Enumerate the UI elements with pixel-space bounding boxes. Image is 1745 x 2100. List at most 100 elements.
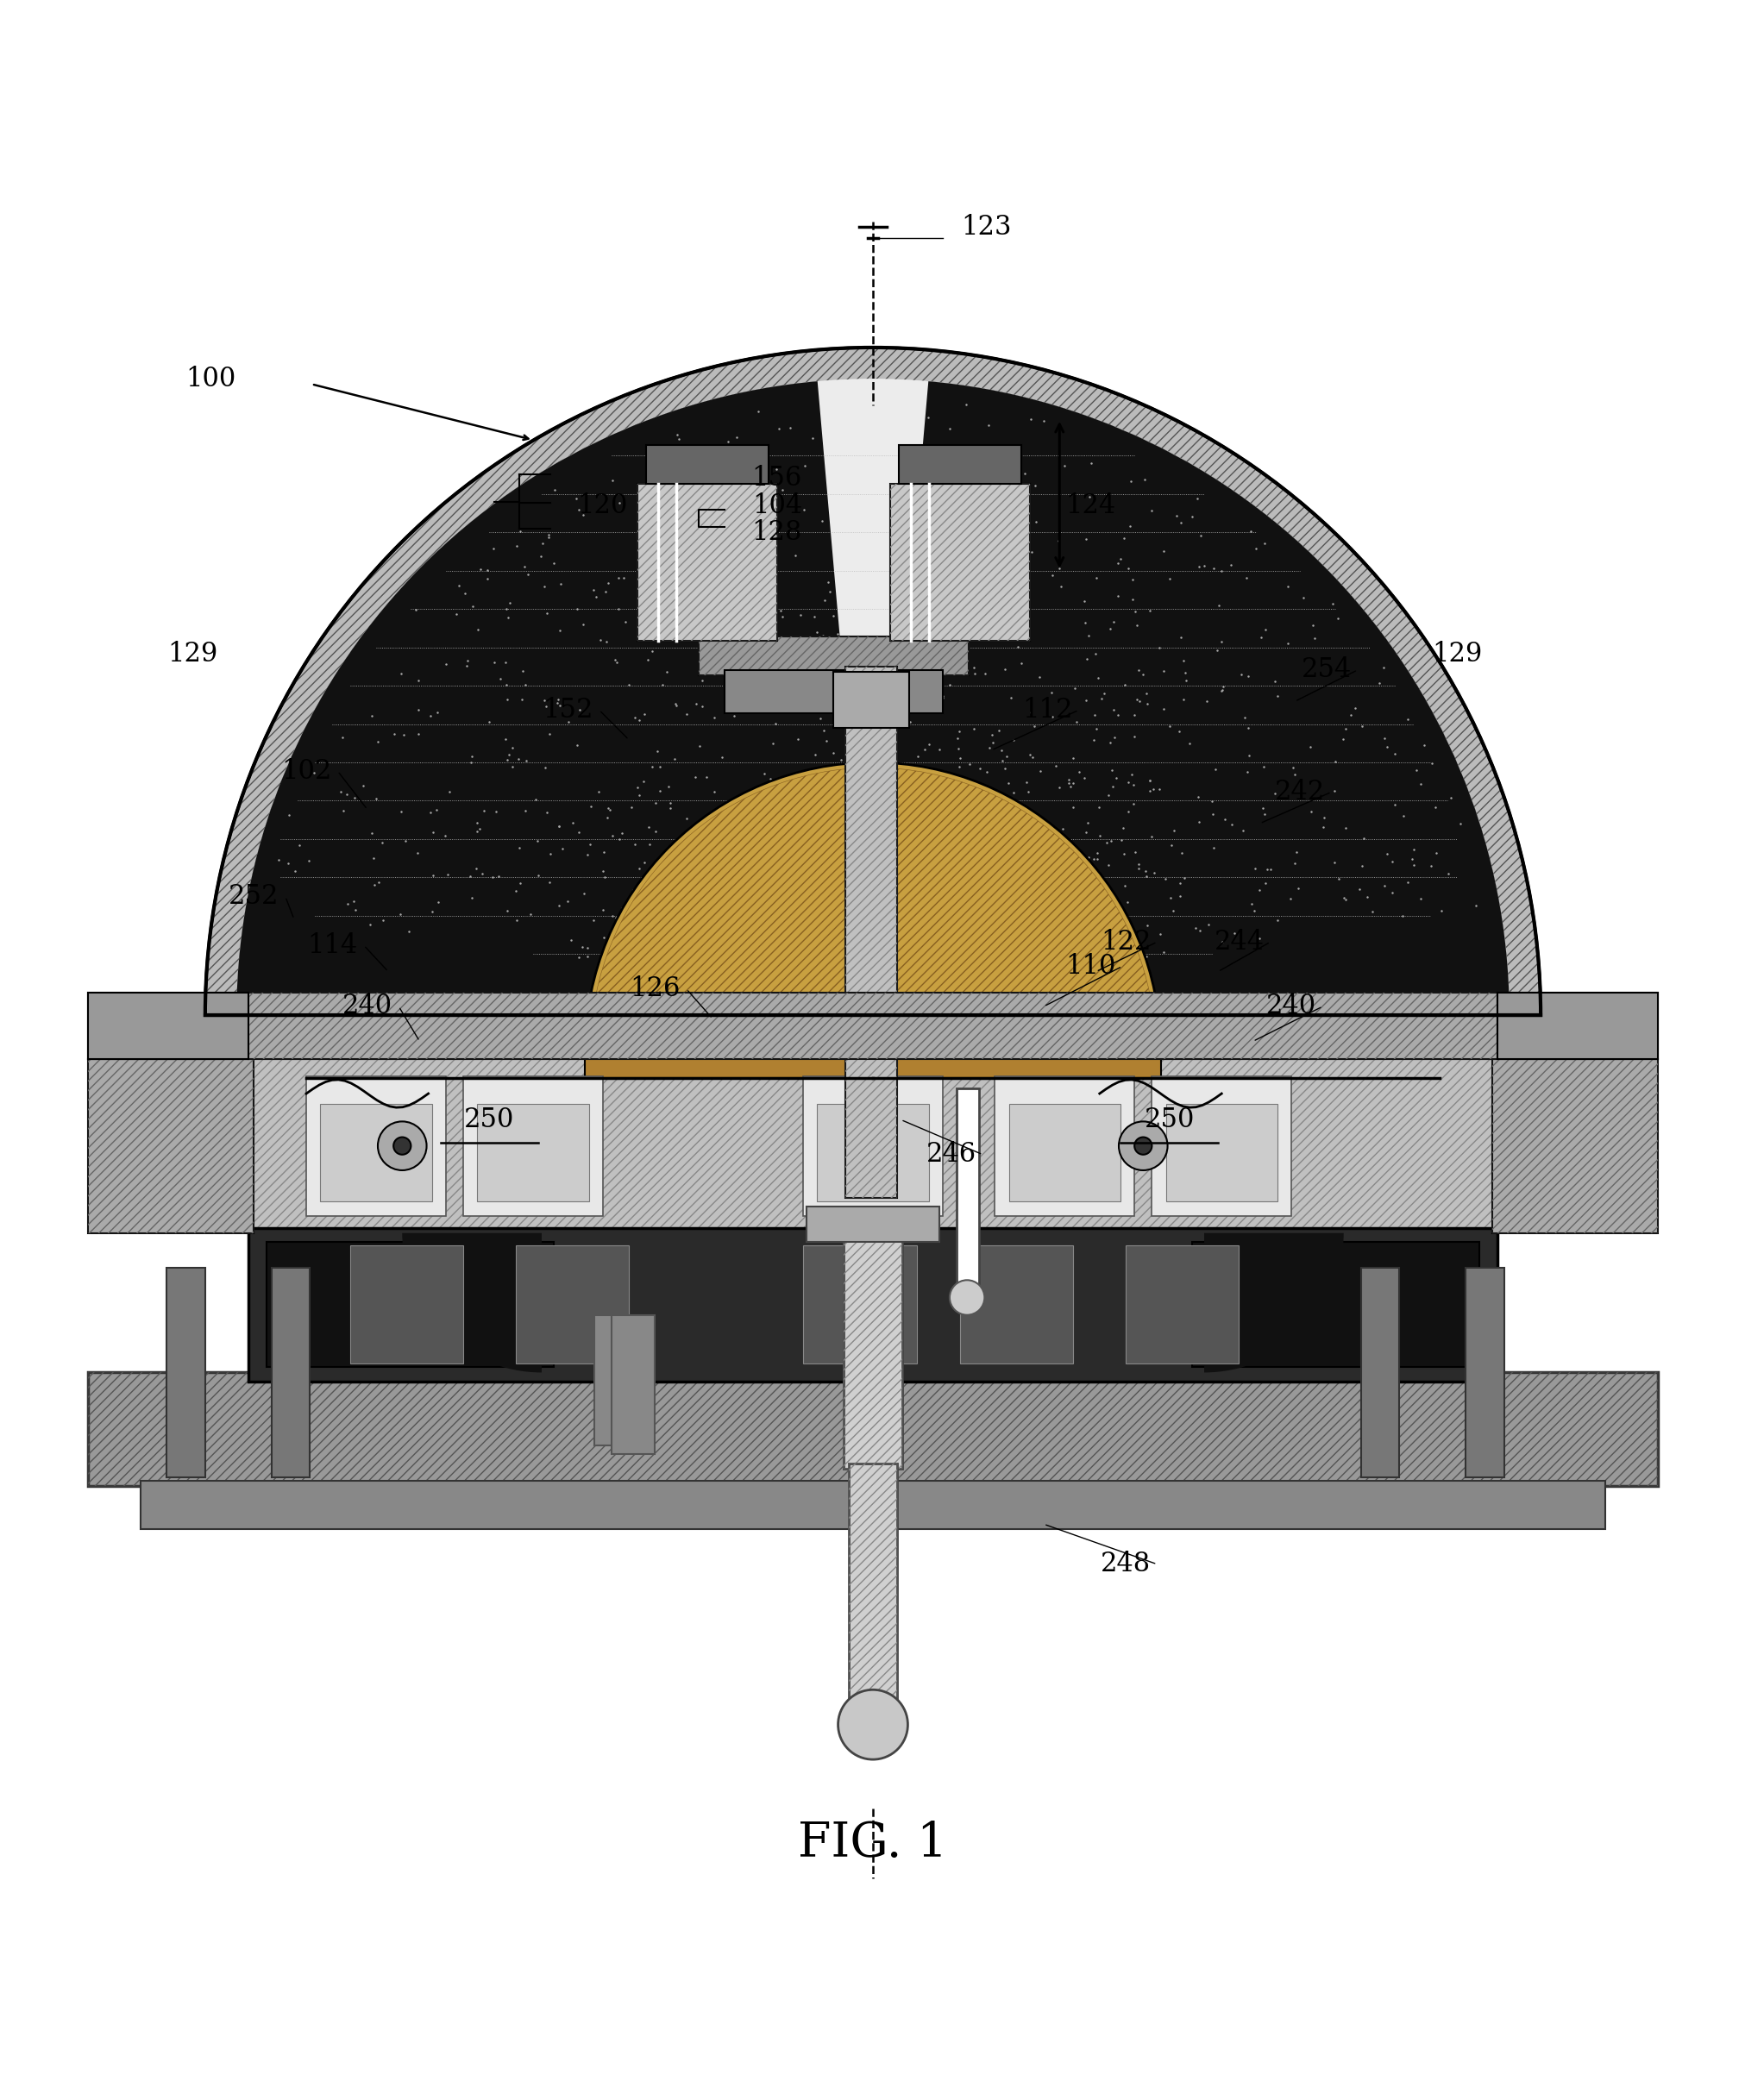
Circle shape <box>1119 1121 1167 1170</box>
Bar <box>585 1046 1160 1077</box>
Bar <box>89 1373 1656 1487</box>
Bar <box>89 993 248 1058</box>
Circle shape <box>377 1121 426 1170</box>
Text: 110: 110 <box>1064 953 1115 981</box>
Bar <box>89 993 248 1058</box>
Bar <box>462 1075 602 1216</box>
Bar <box>845 666 897 1199</box>
Bar <box>698 636 968 676</box>
Text: 250: 250 <box>464 1107 515 1134</box>
Text: 240: 240 <box>1265 993 1316 1021</box>
Bar <box>637 483 777 641</box>
Bar <box>1497 993 1656 1058</box>
Bar <box>89 993 248 1058</box>
Bar <box>646 445 768 483</box>
Bar <box>890 483 1030 641</box>
Bar <box>248 993 1497 1058</box>
Text: 123: 123 <box>960 214 1010 241</box>
Wedge shape <box>237 382 872 1014</box>
Bar <box>611 1315 654 1455</box>
Circle shape <box>1134 1138 1152 1155</box>
Bar <box>1192 1241 1480 1367</box>
Text: 102: 102 <box>281 758 332 785</box>
Text: 246: 246 <box>927 1140 975 1168</box>
Bar <box>817 1105 928 1201</box>
Text: 122: 122 <box>1099 928 1150 956</box>
Bar <box>724 670 942 714</box>
Bar <box>515 1245 628 1363</box>
Bar <box>843 1224 902 1468</box>
Text: 129: 129 <box>168 640 218 668</box>
Bar <box>1361 1268 1399 1476</box>
Bar <box>349 1245 462 1363</box>
Bar <box>1497 993 1656 1058</box>
Text: 254: 254 <box>1300 657 1351 682</box>
Bar <box>803 1075 942 1216</box>
Text: FIG. 1: FIG. 1 <box>797 1819 948 1867</box>
Text: 100: 100 <box>185 365 236 393</box>
Text: 244: 244 <box>1213 928 1263 956</box>
Bar <box>265 1241 553 1367</box>
Text: 129: 129 <box>1431 640 1482 668</box>
Bar <box>848 1464 897 1722</box>
Wedge shape <box>206 347 1539 1014</box>
Bar <box>1466 1268 1504 1476</box>
Bar <box>305 1075 445 1216</box>
Circle shape <box>949 1281 984 1315</box>
Bar <box>89 1058 253 1233</box>
Text: 128: 128 <box>752 519 801 546</box>
Wedge shape <box>237 378 1508 1014</box>
Text: 156: 156 <box>752 464 801 491</box>
Bar <box>956 1088 979 1298</box>
Bar <box>1152 1075 1291 1216</box>
Text: 240: 240 <box>342 993 393 1021</box>
Circle shape <box>838 1691 907 1760</box>
Bar <box>476 1105 588 1201</box>
Wedge shape <box>1204 1233 1344 1373</box>
Bar <box>1492 1058 1656 1233</box>
Bar <box>899 445 1021 483</box>
Bar <box>248 1228 1497 1382</box>
Wedge shape <box>237 382 872 1014</box>
Bar <box>698 636 968 676</box>
Bar <box>270 1268 309 1476</box>
Bar <box>89 1373 1656 1487</box>
Bar <box>803 1245 916 1363</box>
Bar <box>1497 993 1656 1058</box>
Bar <box>890 483 1030 641</box>
Bar <box>141 1480 1604 1529</box>
Bar <box>848 1464 897 1722</box>
Bar <box>248 993 1497 1058</box>
Text: 114: 114 <box>307 932 358 960</box>
Wedge shape <box>585 762 1160 1050</box>
Text: 104: 104 <box>752 494 801 519</box>
Text: 126: 126 <box>630 977 681 1002</box>
Bar <box>1126 1245 1239 1363</box>
Text: 112: 112 <box>1021 697 1071 724</box>
Bar <box>806 1208 939 1241</box>
Bar <box>843 1224 902 1468</box>
Text: 248: 248 <box>1099 1552 1150 1577</box>
Bar <box>593 1315 642 1445</box>
Bar <box>319 1105 431 1201</box>
Bar <box>248 1058 1497 1233</box>
Bar <box>845 666 897 1199</box>
Bar <box>637 483 777 641</box>
Bar <box>960 1245 1073 1363</box>
Text: 252: 252 <box>229 884 279 909</box>
Bar <box>89 1058 253 1233</box>
Bar <box>168 1268 206 1476</box>
Bar <box>1492 1058 1656 1233</box>
Wedge shape <box>872 382 1508 1014</box>
Bar <box>1009 1105 1120 1201</box>
Text: 242: 242 <box>1274 779 1324 806</box>
Bar <box>995 1075 1134 1216</box>
Text: 120: 120 <box>578 494 628 519</box>
Wedge shape <box>401 1233 541 1373</box>
Bar <box>1166 1105 1277 1201</box>
Bar <box>248 1058 1497 1233</box>
Text: 124: 124 <box>1064 494 1115 519</box>
Text: 250: 250 <box>1143 1107 1194 1134</box>
Wedge shape <box>872 382 1508 1014</box>
Circle shape <box>393 1138 410 1155</box>
